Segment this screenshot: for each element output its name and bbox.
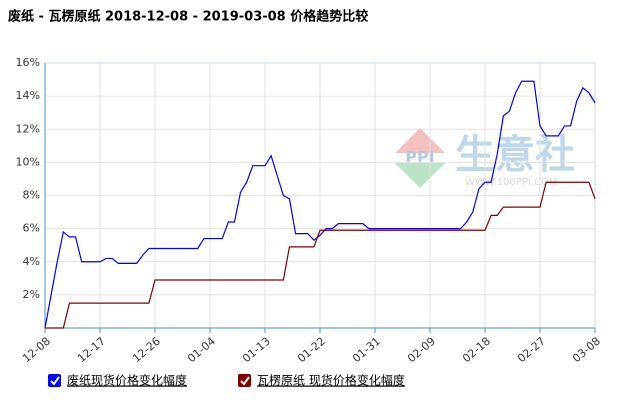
- legend-label: 废纸现货价格变化幅度: [67, 373, 187, 388]
- watermark-ppi: PPI: [405, 148, 434, 167]
- logo-bottom: [395, 163, 445, 188]
- y-tick-label: 12%: [16, 122, 40, 135]
- y-tick-label: 8%: [23, 189, 40, 202]
- x-tick-label: 01-31: [350, 335, 383, 366]
- legend-checkbox[interactable]: [48, 374, 61, 387]
- watermark-url: WWW.100PPI.COM: [465, 177, 557, 188]
- x-tick-label: 01-13: [240, 335, 273, 366]
- x-tick-label: 03-08: [570, 335, 603, 366]
- x-tick-label: 01-04: [185, 335, 218, 366]
- chart-title: 废纸 - 瓦楞原纸 2018-12-08 - 2019-03-08 价格趋势比较: [8, 9, 368, 25]
- series-line: [45, 181, 596, 329]
- x-tick-label: 12-08: [20, 335, 53, 366]
- x-tick-label: 02-09: [405, 335, 438, 366]
- x-tick-label: 12-26: [130, 335, 163, 366]
- legend-check: [240, 376, 250, 386]
- y-tick-label: 4%: [23, 255, 40, 268]
- y-tick-label: 16%: [16, 56, 40, 69]
- legend-check: [50, 376, 60, 386]
- watermark: PPI 生意社 WWW.100PPI.COM: [395, 128, 575, 188]
- logo-top: [395, 128, 445, 153]
- x-tick-label: 12-17: [75, 335, 108, 366]
- x-tick-label: 02-18: [460, 335, 493, 366]
- y-tick-label: 10%: [16, 155, 40, 168]
- x-tick-label: 01-22: [295, 335, 328, 366]
- y-tick-label: 2%: [23, 288, 40, 301]
- watermark-name: 生意社: [455, 132, 575, 178]
- legend-label: 瓦楞原纸 现货价格变化幅度: [257, 373, 405, 388]
- legend-checkbox[interactable]: [238, 374, 251, 387]
- x-tick-label: 02-27: [515, 335, 548, 366]
- y-tick-label: 6%: [23, 222, 40, 235]
- series-line: [44, 80, 596, 329]
- y-tick-label: 14%: [16, 89, 40, 102]
